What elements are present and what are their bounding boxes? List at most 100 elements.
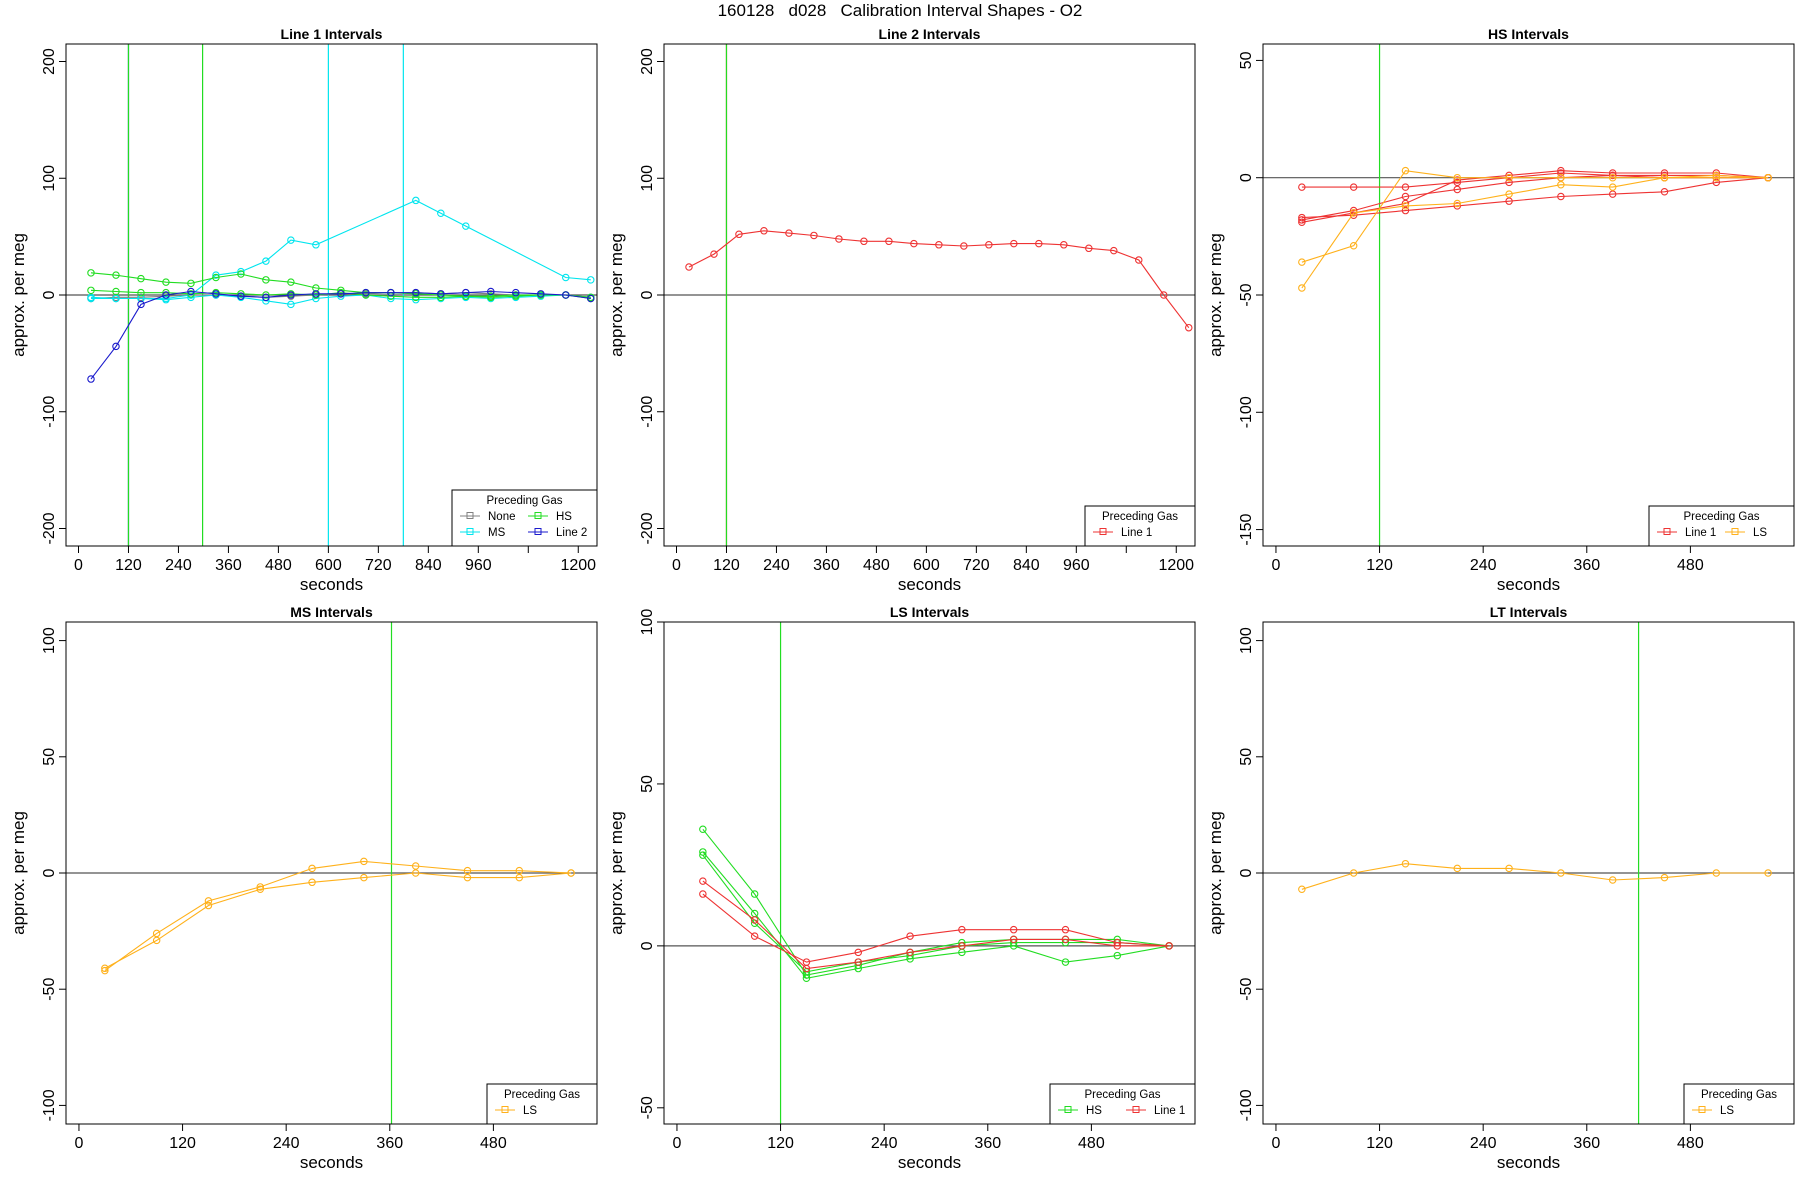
legend: Preceding Gas Line 1 LS [1648,505,1795,547]
data-point [906,948,914,957]
data-point [212,271,220,279]
x-tick-label: 480 [1677,557,1704,574]
data-point [137,300,145,309]
data-point [187,279,195,288]
y-tick-label: -200 [639,512,656,544]
y-tick-label: 200 [639,48,656,75]
data-point [1349,209,1358,217]
panel-1: Line 1 Intervals 0 120 240 360 480 600 720 840 96… [9,26,598,594]
legend-box [486,1083,598,1125]
data-point [1165,942,1173,950]
y-tick-label: 100 [41,627,58,654]
data-point [1298,284,1306,292]
data-point [1298,216,1306,224]
series-line [688,230,1190,329]
y-tick-label: 100 [41,165,58,192]
series-line [90,290,591,380]
legend-title: Preceding Gas [1683,511,1759,523]
series-line [702,851,1170,979]
data-point [412,295,420,304]
data-point [1453,173,1462,182]
y-axis-label: approx. per meg [1206,233,1225,357]
legend-title: Preceding Gas [486,495,562,507]
data-point [1557,180,1565,189]
data-point [854,948,863,957]
series-line [702,893,1170,963]
x-tick-label: 0 [1271,1135,1280,1152]
y-tick-label: -50 [1238,978,1255,1001]
y-tick-label: 50 [1238,748,1255,766]
x-tick-label: 360 [376,1135,403,1152]
data-point [237,267,245,276]
y-tick-label: -100 [1238,396,1255,428]
legend: Preceding Gas LS [486,1083,598,1125]
data-point [1349,869,1358,877]
data-point [1110,246,1118,255]
data-point [411,862,420,870]
series-line [702,828,1170,976]
data-point [212,290,220,298]
data-point [212,273,220,282]
y-tick-label: -100 [41,1089,58,1121]
data-point [1453,178,1462,187]
y-tick-label: 100 [1238,627,1255,654]
x-tick-label: 240 [273,1135,300,1152]
data-point [312,241,320,249]
y-tick-label: 0 [1238,868,1255,877]
data-point [1712,169,1721,177]
data-point [958,942,966,950]
data-point [1401,199,1410,208]
legend-swatch-marker [466,528,474,535]
x-tick-label: 240 [763,557,790,574]
data-point [262,276,270,284]
data-point [835,235,843,243]
data-point [87,269,95,277]
x-tick-label: 480 [1677,1135,1704,1152]
x-tick-label: 480 [480,1135,507,1152]
x-tick-label: 960 [465,557,492,574]
data-point [162,295,170,304]
data-point [360,857,368,866]
y-tick-label: -50 [41,978,58,1001]
legend-entry-label: Line 2 [556,527,587,539]
legend-entry-label: Line 1 [1685,527,1716,539]
data-point [515,866,524,875]
data-point [1505,864,1513,873]
legend-swatch-marker [534,528,542,535]
data-point [308,878,316,887]
data-point [87,286,95,295]
legend: Preceding Gas Line 1 [1084,505,1196,547]
data-point [935,241,943,249]
data-point [1061,958,1070,966]
data-point [1349,241,1358,250]
data-point [237,290,245,298]
data-point [1453,185,1462,194]
x-tick-label: 960 [1063,557,1090,574]
data-point [1557,169,1565,177]
data-point [1160,291,1168,299]
y-axis-label: approx. per meg [9,811,28,935]
y-tick-label: 100 [639,165,656,192]
y-tick-label: -100 [41,396,58,428]
data-point [412,196,420,205]
x-tick-label: 1200 [560,557,596,574]
data-point [1505,197,1513,205]
legend-entry-label: LS [523,1105,537,1117]
data-point [262,293,270,302]
data-point [567,869,575,877]
data-point [1608,171,1617,180]
data-point [1608,190,1617,198]
x-tick-label: 480 [863,557,890,574]
data-point [487,293,495,302]
data-point [287,278,295,286]
legend-swatch-marker [1132,1106,1140,1113]
data-point [112,294,120,303]
x-tick-label: 240 [165,557,192,574]
data-point [437,290,445,298]
figure-title: 160128 d028 Calibration Interval Shapes … [717,1,1083,20]
legend-title: Preceding Gas [1102,511,1178,523]
data-point [411,869,420,877]
series-line [702,880,1170,970]
x-tick-label: 120 [713,557,740,574]
data-point [101,966,109,975]
